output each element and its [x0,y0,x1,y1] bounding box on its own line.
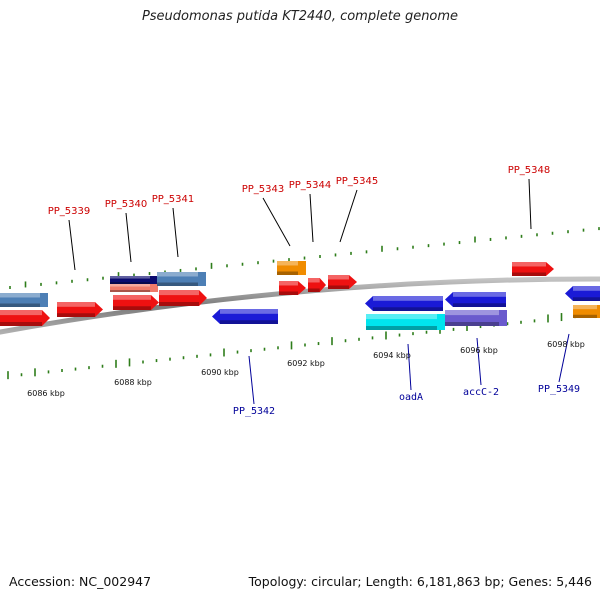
gene-feature [445,292,506,307]
gene-feature [57,302,103,317]
leader-line [476,337,482,386]
gene-label-top: PP_5340 [105,199,148,210]
gene-feature [565,286,600,301]
gene-feature [328,275,357,289]
scale-label: 6096 kbp [460,346,498,355]
gene-label-top: PP_5344 [289,180,332,191]
scale-label: 6092 kbp [287,359,325,368]
accession-text: Accession: NC_002947 [9,574,152,589]
scale-label: 6088 kbp [114,378,152,387]
scale-label: 6090 kbp [201,368,239,377]
gene-feature [573,305,600,318]
gene-feature [445,310,507,326]
leader-line [558,333,570,383]
leader-line [528,178,532,230]
gene-label-top: PP_5339 [48,206,91,217]
leader-line [407,343,412,391]
outer-tick-track [9,227,600,289]
gene-label-bottom: PP_5342 [233,406,275,417]
feature-track [0,261,600,330]
scale-labels: 6086 kbp 6088 kbp 6090 kbp 6092 kbp 6094 kbp… [27,340,585,398]
gene-feature [366,314,445,330]
genome-summary-text: Topology: circular; Length: 6,181,863 bp… [248,574,592,589]
gene-feature [279,281,306,295]
gene-feature [365,296,443,311]
leader-line [262,197,291,247]
leader-line [125,212,132,263]
gene-feature [0,310,50,326]
gene-label-bottom: accC-2 [463,387,499,398]
gene-feature [159,290,207,306]
gene-feature [277,261,306,275]
gene-label-top: PP_5348 [508,165,551,176]
leader-line [172,207,179,258]
gene-label-bottom: oadA [399,392,423,403]
gene-feature [110,284,158,292]
leader-line [339,189,358,243]
leader-line [68,219,76,271]
leader-line [309,193,314,243]
gene-label-top: PP_5341 [152,194,195,205]
scale-label: 6086 kbp [27,389,65,398]
gene-label-bottom: PP_5349 [538,384,580,395]
gene-feature [113,295,159,310]
gene-labels: PP_5339 PP_5340 PP_5341 PP_5343 PP_5344 PP_53… [48,165,580,417]
map-title: Pseudomonas putida KT2440, complete geno… [141,9,459,24]
inner-tick-track [7,313,590,380]
gene-feature [212,309,278,324]
leader-line [248,355,255,405]
gene-feature [0,293,48,307]
scale-label: 6098 kbp [547,340,585,349]
gene-feature [308,278,326,292]
gene-label-top: PP_5343 [242,184,285,195]
scale-label: 6094 kbp [373,351,411,360]
label-leaders [68,178,570,405]
gene-feature [512,262,554,276]
gene-label-top: PP_5345 [336,176,379,187]
gene-feature [157,272,206,286]
gene-feature [110,276,158,284]
